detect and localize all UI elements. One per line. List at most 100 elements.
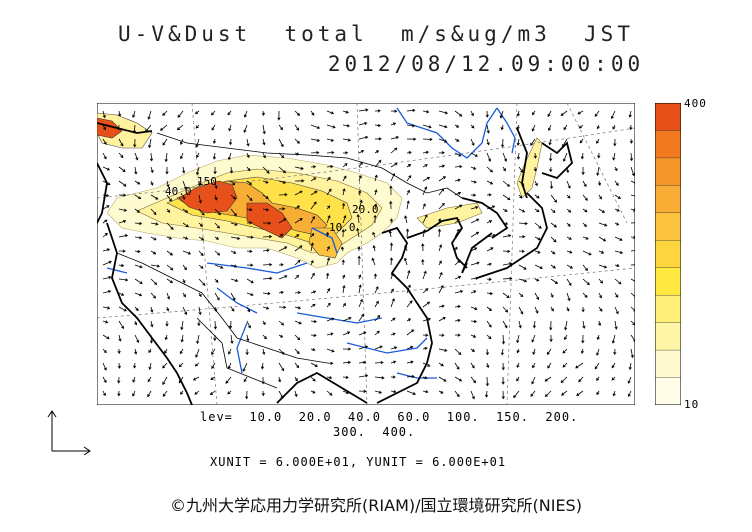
wind-arrow (470, 261, 480, 266)
wind-arrow (294, 205, 301, 210)
wind-arrow (518, 208, 526, 213)
wind-arrow (294, 362, 300, 369)
wind-arrow (486, 233, 497, 238)
wind-arrow (310, 272, 315, 280)
wind-arrow (596, 124, 600, 130)
wind-arrow (166, 292, 171, 300)
wind-arrow (406, 164, 412, 168)
wind-arrow (406, 345, 414, 350)
wind-arrow (246, 208, 253, 212)
wind-arrow (150, 166, 154, 174)
wind-arrow (406, 374, 415, 379)
wind-arrow (310, 319, 317, 324)
wind-arrow (262, 194, 269, 199)
wind-arrow (182, 208, 189, 213)
wind-arrow (246, 221, 253, 225)
wind-arrow (118, 234, 129, 238)
wind-arrow (500, 348, 505, 356)
wind-arrow (630, 250, 635, 252)
wind-arrow (278, 193, 288, 197)
wind-arrow (147, 376, 152, 383)
wind-arrow (196, 166, 200, 176)
wind-arrow (262, 291, 271, 296)
wind-arrow (374, 137, 382, 141)
wind-arrow (230, 250, 237, 254)
wind-arrow (406, 200, 410, 210)
wind-arrow (180, 138, 184, 146)
legend-swatch (655, 377, 681, 405)
wind-arrow (518, 249, 525, 253)
wind-arrow (422, 317, 432, 322)
wind-arrow (326, 150, 335, 155)
wind-arrow (182, 278, 186, 284)
wind-arrow (262, 235, 273, 239)
wind-arrow (390, 136, 400, 140)
wind-arrow (310, 390, 316, 394)
wind-arrow (117, 376, 121, 384)
wind-arrow (374, 390, 383, 394)
legend-swatch (655, 349, 681, 379)
wind-arrow (566, 166, 570, 174)
wind-arrow (470, 319, 478, 324)
wind-arrow (294, 274, 300, 280)
legend-swatch (655, 103, 681, 132)
wind-arrow (530, 138, 536, 146)
wind-arrow (246, 138, 250, 147)
wind-arrow (630, 235, 635, 239)
wind-arrow (310, 177, 317, 182)
wind-arrow (614, 180, 619, 187)
wind-arrow (373, 214, 377, 224)
wind-arrow (518, 194, 523, 199)
wind-arrow (518, 180, 525, 186)
wind-arrow (342, 138, 352, 142)
wind-arrow (454, 333, 461, 337)
wind-arrow (389, 218, 393, 224)
wind-arrow (438, 304, 445, 308)
wind-arrow (198, 278, 206, 286)
contour-label-10: 10.0 (329, 221, 356, 234)
wind-arrow (150, 264, 161, 268)
wind-arrow (403, 257, 408, 266)
wind-arrow (547, 362, 552, 369)
wind-arrow (294, 152, 300, 156)
wind-arrow (516, 124, 520, 130)
wind-arrow (341, 202, 346, 210)
legend-swatch (655, 267, 681, 296)
wind-arrow (148, 348, 152, 354)
wind-arrow (486, 291, 494, 296)
wind-arrow (566, 208, 572, 213)
wind-arrow (246, 194, 253, 202)
wind-arrow (550, 292, 554, 298)
wind-arrow (598, 306, 603, 312)
wind-arrow (182, 222, 189, 228)
wind-arrow (486, 362, 490, 369)
wind-arrow (310, 348, 316, 352)
wind-arrow (118, 263, 125, 268)
wind-arrow (470, 206, 479, 210)
wind-arrow (566, 292, 571, 302)
wind-arrow (582, 250, 592, 256)
wind-arrow (340, 246, 345, 252)
wind-arrow (117, 348, 121, 355)
wind-arrow (118, 166, 126, 172)
wind-arrow (117, 390, 121, 397)
wind-arrow (518, 306, 524, 315)
wind-arrow (195, 138, 200, 148)
wind-arrow (598, 250, 605, 254)
wind-arrow (438, 151, 445, 155)
wind-arrow (102, 138, 107, 145)
wind-arrow (246, 249, 253, 253)
wind-arrow (342, 360, 352, 365)
wind-arrow (162, 138, 168, 146)
wind-arrow (502, 180, 510, 187)
wind-arrow (260, 362, 265, 370)
wind-arrow (630, 306, 635, 312)
wind-arrow (516, 152, 521, 160)
wind-arrow (118, 278, 129, 282)
wind-arrow (262, 138, 266, 146)
wind-arrow (243, 124, 248, 133)
wind-arrow (566, 194, 571, 199)
wind-arrow (342, 390, 350, 394)
wind-arrow (134, 208, 141, 213)
wind-arrow (486, 166, 493, 173)
